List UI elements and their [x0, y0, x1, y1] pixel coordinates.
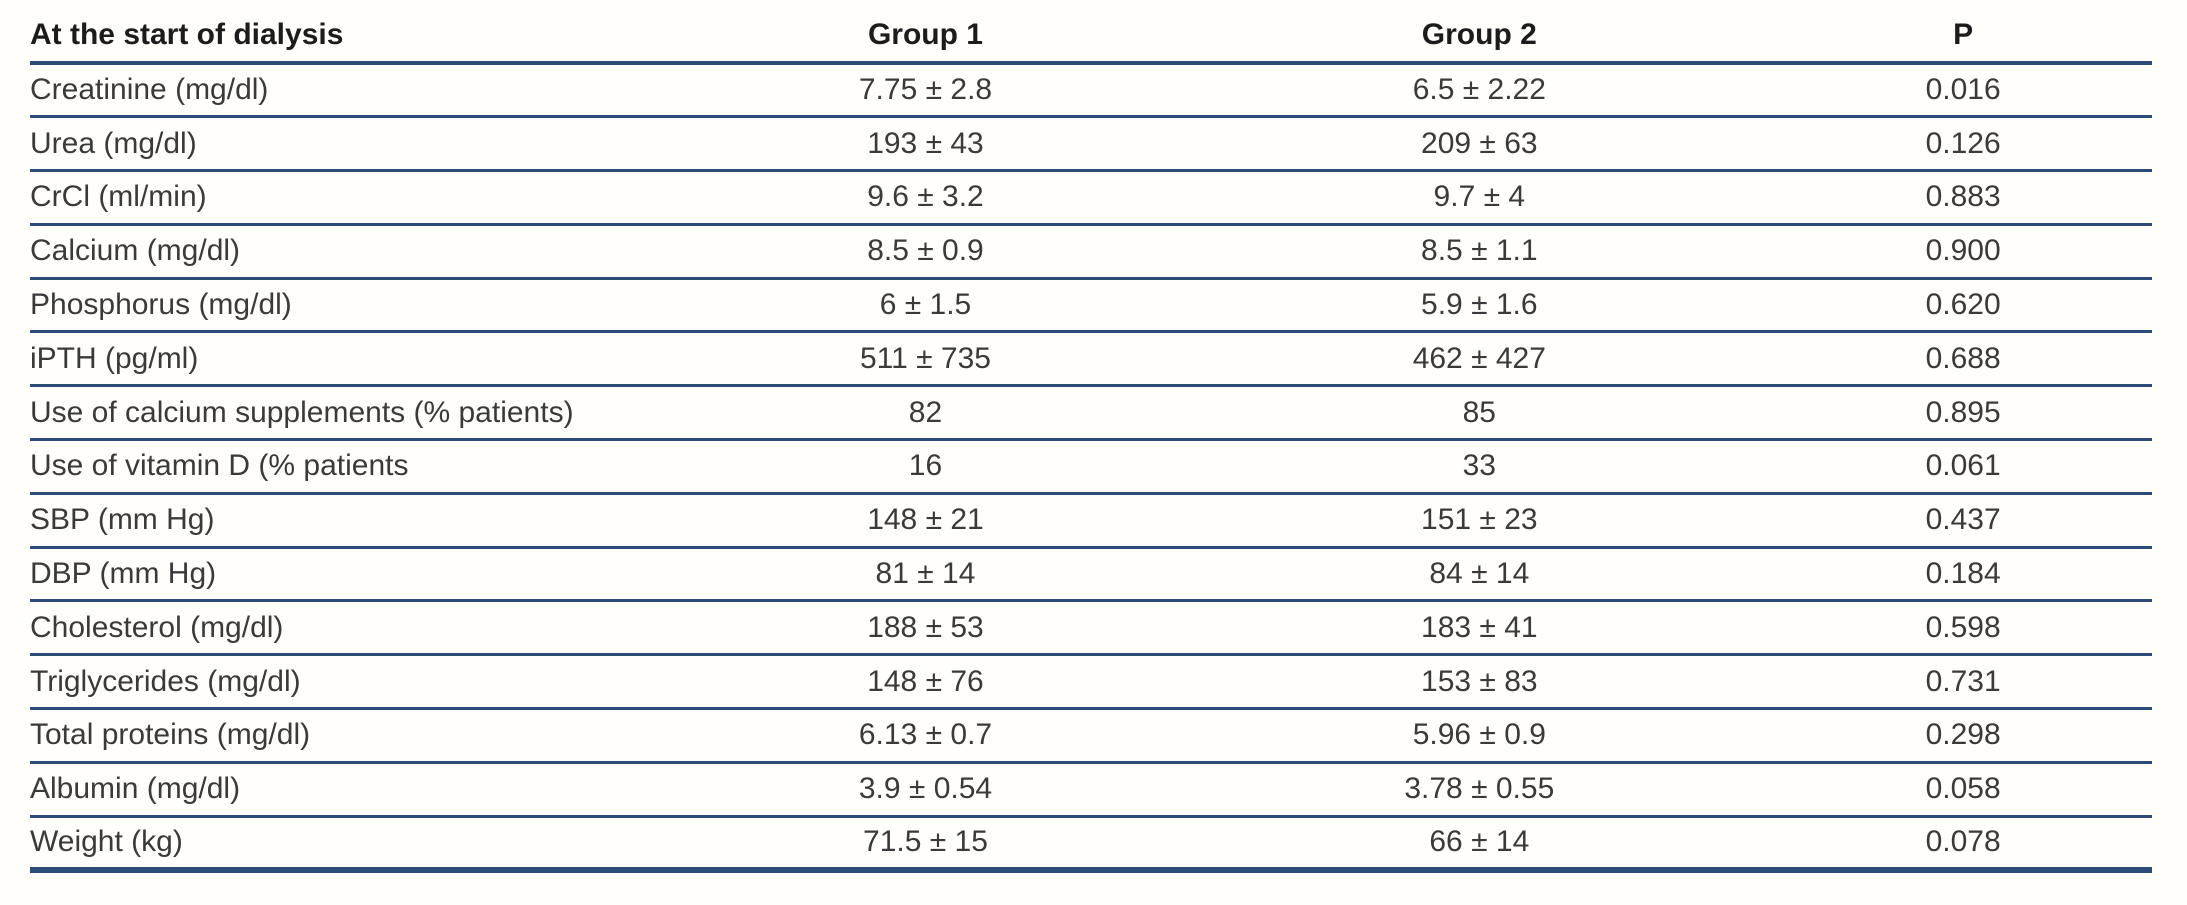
row-group2-value: 5.9 ± 1.6	[1184, 278, 1775, 334]
table-row: Creatinine (mg/dl) 7.75 ± 2.8 6.5 ± 2.22…	[30, 63, 2152, 119]
row-p-value: 0.598	[1774, 600, 2152, 657]
row-p-value: 0.688	[1774, 331, 2152, 388]
table-row: Weight (kg) 71.5 ± 15 66 ± 14 0.078	[30, 816, 2152, 873]
row-label: Calcium (mg/dl)	[30, 224, 667, 280]
row-group1-value: 511 ± 735	[666, 331, 1185, 388]
table-row: Calcium (mg/dl) 8.5 ± 0.9 8.5 ± 1.1 0.90…	[30, 224, 2152, 280]
row-group2-value: 85	[1184, 385, 1775, 442]
row-group2-value: 462 ± 427	[1184, 331, 1775, 388]
row-label: Use of vitamin D (% patients	[30, 439, 667, 495]
row-p-value: 0.895	[1774, 385, 2152, 442]
row-label: Triglycerides (mg/dl)	[30, 654, 667, 711]
table-row: SBP (mm Hg) 148 ± 21 151 ± 23 0.437	[30, 493, 2152, 549]
row-group1-value: 148 ± 21	[666, 493, 1185, 549]
table-row: DBP (mm Hg) 81 ± 14 84 ± 14 0.184	[30, 547, 2152, 603]
row-label: CrCl (ml/min)	[30, 170, 667, 226]
row-group2-value: 153 ± 83	[1184, 654, 1775, 711]
row-p-value: 0.731	[1774, 654, 2152, 711]
table-row: Albumin (mg/dl) 3.9 ± 0.54 3.78 ± 0.55 0…	[30, 762, 2152, 818]
row-group1-value: 71.5 ± 15	[666, 816, 1185, 873]
row-p-value: 0.900	[1774, 224, 2152, 280]
row-p-value: 0.016	[1774, 63, 2152, 119]
row-group1-value: 16	[666, 439, 1185, 495]
header-label: At the start of dialysis	[30, 8, 667, 65]
row-label: Urea (mg/dl)	[30, 116, 667, 173]
row-group2-value: 9.7 ± 4	[1184, 170, 1775, 226]
row-group2-value: 151 ± 23	[1184, 493, 1775, 549]
row-group2-value: 33	[1184, 439, 1775, 495]
row-group2-value: 84 ± 14	[1184, 547, 1775, 603]
row-group1-value: 7.75 ± 2.8	[666, 63, 1185, 119]
row-p-value: 0.620	[1774, 278, 2152, 334]
row-p-value: 0.078	[1774, 816, 2152, 873]
row-p-value: 0.184	[1774, 547, 2152, 603]
row-group2-value: 8.5 ± 1.1	[1184, 224, 1775, 280]
table-row: Total proteins (mg/dl) 6.13 ± 0.7 5.96 ±…	[30, 708, 2152, 764]
row-p-value: 0.126	[1774, 116, 2152, 173]
row-group1-value: 193 ± 43	[666, 116, 1185, 173]
dialysis-baseline-table: At the start of dialysis Group 1 Group 2…	[30, 8, 2152, 873]
row-group1-value: 188 ± 53	[666, 600, 1185, 657]
table-row: Use of calcium supplements (% patients) …	[30, 385, 2152, 442]
row-group2-value: 66 ± 14	[1184, 816, 1775, 873]
table-body: Creatinine (mg/dl) 7.75 ± 2.8 6.5 ± 2.22…	[30, 63, 2152, 873]
header-row: At the start of dialysis Group 1 Group 2…	[30, 8, 2152, 65]
row-group1-value: 9.6 ± 3.2	[666, 170, 1185, 226]
row-p-value: 0.058	[1774, 762, 2152, 818]
row-label: Creatinine (mg/dl)	[30, 63, 667, 119]
table-row: CrCl (ml/min) 9.6 ± 3.2 9.7 ± 4 0.883	[30, 170, 2152, 226]
table-row: Urea (mg/dl) 193 ± 43 209 ± 63 0.126	[30, 116, 2152, 173]
row-label: Albumin (mg/dl)	[30, 762, 667, 818]
row-group1-value: 8.5 ± 0.9	[666, 224, 1185, 280]
row-label: Total proteins (mg/dl)	[30, 708, 667, 764]
row-p-value: 0.883	[1774, 170, 2152, 226]
row-label: iPTH (pg/ml)	[30, 331, 667, 388]
row-label: Cholesterol (mg/dl)	[30, 600, 667, 657]
row-label: SBP (mm Hg)	[30, 493, 667, 549]
row-group1-value: 6 ± 1.5	[666, 278, 1185, 334]
table-row: Phosphorus (mg/dl) 6 ± 1.5 5.9 ± 1.6 0.6…	[30, 278, 2152, 334]
table-row: iPTH (pg/ml) 511 ± 735 462 ± 427 0.688	[30, 331, 2152, 388]
row-group2-value: 3.78 ± 0.55	[1184, 762, 1775, 818]
row-p-value: 0.437	[1774, 493, 2152, 549]
row-group2-value: 5.96 ± 0.9	[1184, 708, 1775, 764]
row-group1-value: 6.13 ± 0.7	[666, 708, 1185, 764]
row-group1-value: 81 ± 14	[666, 547, 1185, 603]
table-row: Use of vitamin D (% patients 16 33 0.061	[30, 439, 2152, 495]
row-group2-value: 6.5 ± 2.22	[1184, 63, 1775, 119]
row-label: DBP (mm Hg)	[30, 547, 667, 603]
dialysis-baseline-table-wrap: At the start of dialysis Group 1 Group 2…	[30, 8, 2152, 873]
row-group2-value: 209 ± 63	[1184, 116, 1775, 173]
row-group1-value: 3.9 ± 0.54	[666, 762, 1185, 818]
row-group1-value: 148 ± 76	[666, 654, 1185, 711]
row-p-value: 0.298	[1774, 708, 2152, 764]
table-row: Triglycerides (mg/dl) 148 ± 76 153 ± 83 …	[30, 654, 2152, 711]
row-p-value: 0.061	[1774, 439, 2152, 495]
row-label: Use of calcium supplements (% patients)	[30, 385, 667, 442]
header-group2: Group 2	[1184, 8, 1775, 65]
row-label: Weight (kg)	[30, 816, 667, 873]
row-group2-value: 183 ± 41	[1184, 600, 1775, 657]
row-group1-value: 82	[666, 385, 1185, 442]
table-row: Cholesterol (mg/dl) 188 ± 53 183 ± 41 0.…	[30, 600, 2152, 657]
header-p: P	[1774, 8, 2152, 65]
header-group1: Group 1	[666, 8, 1185, 65]
row-label: Phosphorus (mg/dl)	[30, 278, 667, 334]
